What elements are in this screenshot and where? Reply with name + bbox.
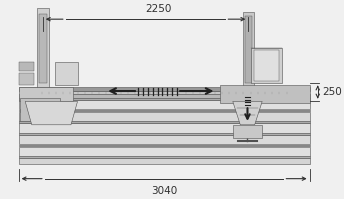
Bar <box>19 98 310 100</box>
Bar <box>243 12 254 87</box>
Polygon shape <box>25 101 77 125</box>
Bar <box>19 123 310 133</box>
Bar <box>251 48 282 83</box>
Bar <box>19 145 310 146</box>
Bar <box>245 16 252 83</box>
Polygon shape <box>233 101 262 125</box>
Bar <box>254 50 279 81</box>
Bar <box>19 158 310 164</box>
Text: 3040: 3040 <box>151 186 177 196</box>
Bar <box>19 61 34 71</box>
Bar <box>55 61 77 85</box>
Bar <box>233 125 262 139</box>
Bar <box>19 112 310 121</box>
Bar <box>19 73 34 85</box>
Bar <box>220 85 310 103</box>
Bar <box>39 14 47 83</box>
Bar <box>19 147 310 156</box>
Bar <box>19 156 310 158</box>
Bar <box>19 135 310 144</box>
Text: 250: 250 <box>323 87 342 97</box>
Bar <box>37 9 49 87</box>
Bar <box>32 91 297 94</box>
Bar <box>19 87 310 91</box>
Bar <box>19 133 310 135</box>
Bar <box>19 100 310 109</box>
Bar <box>20 98 60 121</box>
Bar <box>19 110 310 111</box>
Text: 2250: 2250 <box>146 4 172 14</box>
Bar <box>19 121 310 123</box>
Bar <box>19 87 73 101</box>
Bar <box>19 94 310 98</box>
